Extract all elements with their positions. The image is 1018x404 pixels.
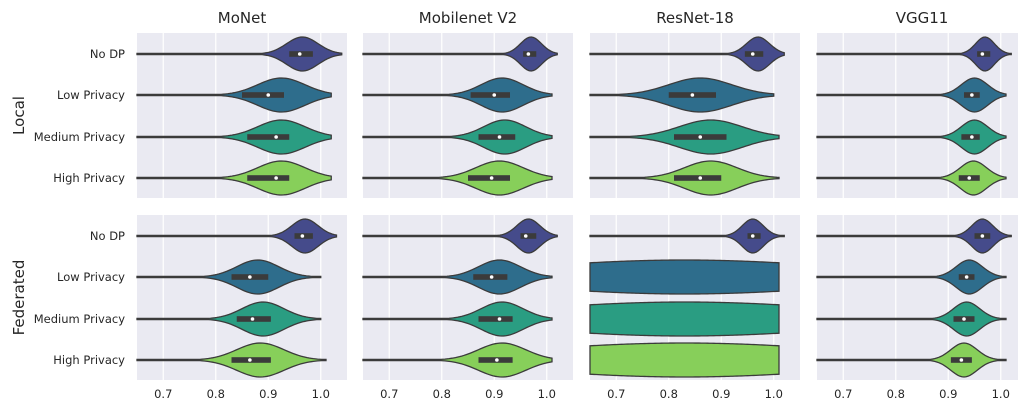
panel-local-resnet-18-violin-high-privacy-iqr-box [674,175,722,181]
panel-federated-mobilenet-v2-violin-medium-privacy-iqr-box [478,316,513,322]
panel-federated-monet-violin-low-privacy-body [136,259,322,295]
panel-local-monet-violin-no-dp-body [136,36,343,72]
x-tick-label-vgg11-1-0: 1.0 [992,387,1010,401]
panel-federated-mobilenet-v2-violin-low-privacy-body [362,259,553,295]
panel-local-resnet-18-violin-low-privacy-median-point [690,93,695,97]
panel-local-monet-violin-medium-privacy-iqr-box [247,134,290,140]
x-tick-label-vgg11-0-8: 0.8 [887,387,905,401]
panel-local-monet-violin-low-privacy-median-point [266,93,271,97]
panel-federated-mobilenet-v2-violin-high-privacy-body [362,342,553,378]
panel-local-monet-violin-low-privacy-body [136,77,332,113]
panel-federated-resnet-18-violin-low-privacy-body [589,259,780,295]
category-label-local-medium-privacy: Medium Privacy [34,130,125,144]
row-label-federated: Federated [10,260,28,336]
panel-federated-mobilenet-v2-violin-high-privacy-median-point [495,358,499,362]
row-label-local: Local [10,96,28,135]
x-tick-label-mobilenet-v2-0-8: 0.8 [433,387,451,401]
panel-local-vgg11-violin-low-privacy-body [816,77,1007,113]
panel-federated-vgg11-violin-low-privacy-median-point [964,275,969,279]
panel-local-mobilenet-v2-violin-high-privacy-median-point [489,176,494,180]
panel-local-monet-violin-high-privacy-iqr-box [247,175,290,181]
panel-local-mobilenet-v2-violin-medium-privacy-body [362,119,553,155]
x-tick-label-resnet-18-0-7: 0.7 [607,387,625,401]
panel-federated-monet-violin-medium-privacy-median-point [250,317,255,321]
panel-local-mobilenet-v2-violin-no-dp-body [362,36,558,72]
panel-local-monet-violin-high-privacy-median-point [274,176,278,180]
x-tick-label-monet-0-9: 0.9 [259,387,277,401]
panel-local-resnet-18-violin-no-dp-median-point [750,52,755,56]
panel-local-mobilenet-v2-violin-medium-privacy-median-point [497,135,502,139]
x-tick-label-monet-1-0: 1.0 [312,387,330,401]
column-title-mobilenet-v2: Mobilenet V2 [419,9,517,27]
panel-federated-resnet-18-violin-no-dp-body [589,218,785,254]
panel-local-mobilenet-v2-violin-low-privacy-body [362,77,553,113]
panel-local-mobilenet-v2-violin-low-privacy-median-point [492,93,497,97]
panel-local-monet-violin-no-dp-median-point [297,52,302,56]
panel-federated-monet-violin-high-privacy-median-point [248,358,252,362]
x-tick-label-resnet-18-1-0: 1.0 [765,387,783,401]
column-title-vgg11: VGG11 [896,9,949,27]
x-tick-label-mobilenet-v2-0-7: 0.7 [380,387,398,401]
panel-local-mobilenet-v2-violin-high-privacy-iqr-box [468,175,510,181]
panel-local-vgg11-violin-medium-privacy-median-point [970,135,974,139]
x-tick-label-monet-0-7: 0.7 [154,387,172,401]
column-title-resnet-18: ResNet-18 [656,9,734,27]
panel-local-vgg11-violin-no-dp-median-point [980,52,985,56]
panel-federated-mobilenet-v2-violin-no-dp-body [362,218,558,254]
panel-federated-resnet-18-violin-no-dp-median-point [750,234,755,238]
panel-federated-resnet-18-violin-medium-privacy-body [589,301,780,337]
panel-local-vgg11-violin-low-privacy-median-point [970,93,974,97]
panel-federated-mobilenet-v2-violin-no-dp-iqr-box [520,233,537,239]
category-label-local-low-privacy: Low Privacy [57,88,125,102]
x-tick-label-resnet-18-0-8: 0.8 [660,387,678,401]
x-tick-label-vgg11-0-9: 0.9 [939,387,957,401]
panel-local-monet-violin-low-privacy-iqr-box [242,92,284,98]
panel-federated-mobilenet-v2-violin-low-privacy-median-point [489,275,494,279]
panel-local-vgg11-violin-high-privacy-body [816,160,1007,196]
x-tick-label-resnet-18-0-9: 0.9 [712,387,730,401]
panel-local-resnet-18-violin-no-dp-body [589,36,785,72]
x-tick-label-vgg11-0-7: 0.7 [834,387,852,401]
x-tick-label-mobilenet-v2-1-0: 1.0 [538,387,556,401]
panel-local-monet-violin-high-privacy-body [136,160,332,196]
column-title-monet: MoNet [218,9,267,27]
panel-federated-vgg11-violin-no-dp-body [816,218,1012,254]
panel-federated-mobilenet-v2-violin-medium-privacy-median-point [497,317,502,321]
panel-local-resnet-18-violin-medium-privacy-median-point [698,135,703,139]
panel-federated-monet-violin-medium-privacy-body [136,301,322,337]
x-tick-label-mobilenet-v2-0-9: 0.9 [485,387,503,401]
panel-federated-vgg11-violin-low-privacy-body [816,259,1007,295]
panel-federated-vgg11-violin-high-privacy-body [816,342,1007,378]
panel-local-vgg11-violin-medium-privacy-body [816,119,1007,155]
panel-local-monet-violin-medium-privacy-median-point [274,135,278,139]
panel-local-mobilenet-v2-violin-medium-privacy-iqr-box [478,134,516,140]
category-label-federated-medium-privacy: Medium Privacy [34,312,125,326]
panel-local-vgg11-violin-high-privacy-median-point [967,176,972,180]
panel-local-vgg11-violin-no-dp-body [816,36,1012,72]
panel-federated-vgg11-violin-medium-privacy-median-point [962,317,966,321]
panel-federated-vgg11-violin-high-privacy-median-point [959,358,964,362]
panel-federated-monet-violin-no-dp-body [136,218,338,254]
panel-local-mobilenet-v2-violin-low-privacy-iqr-box [470,92,510,98]
panel-federated-vgg11-violin-medium-privacy-body [816,301,1007,337]
panel-local-mobilenet-v2-violin-high-privacy-body [362,160,553,196]
panel-federated-mobilenet-v2-violin-no-dp-median-point [523,234,528,238]
category-label-local-no-dp: No DP [90,47,125,61]
x-tick-label-monet-0-8: 0.8 [207,387,225,401]
category-label-federated-high-privacy: High Privacy [53,353,125,367]
category-label-local-high-privacy: High Privacy [53,171,125,185]
panel-local-mobilenet-v2-violin-no-dp-median-point [526,52,531,56]
panel-federated-monet-violin-no-dp-median-point [300,234,305,238]
category-label-federated-no-dp: No DP [90,229,125,243]
category-label-federated-low-privacy: Low Privacy [57,270,125,284]
panel-federated-monet-violin-low-privacy-median-point [248,275,252,279]
panel-federated-resnet-18-violin-high-privacy-body [589,342,780,378]
panel-local-monet-violin-medium-privacy-body [136,119,332,155]
panel-local-resnet-18-violin-high-privacy-median-point [698,176,703,180]
panel-federated-mobilenet-v2-violin-medium-privacy-body [362,301,553,337]
panel-federated-vgg11-violin-no-dp-median-point [980,234,985,238]
